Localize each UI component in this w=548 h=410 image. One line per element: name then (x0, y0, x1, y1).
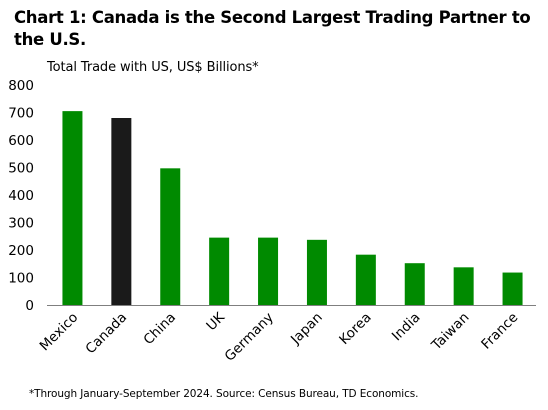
bar-korea (355, 254, 376, 305)
x-tick-label: UK (203, 309, 228, 334)
bar-chart: 0 100 200 300 400 500 600 700 800 Mexico Canada Ch… (8, 78, 536, 365)
y-tick-label: 0 (25, 298, 34, 314)
bar-china (160, 168, 181, 305)
x-tick-label: Taiwan (428, 310, 472, 354)
bar-germany (258, 237, 279, 305)
footnote: *Through January-September 2024. Source:… (29, 388, 419, 400)
x-tick-label: France (478, 310, 521, 353)
y-axis-tick-labels: 0 100 200 300 400 500 600 700 800 (8, 78, 34, 314)
bar-mexico (62, 111, 83, 305)
y-tick-label: 100 (8, 271, 34, 287)
chart-subtitle: Total Trade with US, US$ Billions* (47, 60, 259, 75)
x-tick-label: China (140, 310, 179, 349)
y-tick-label: 600 (8, 133, 34, 149)
bar-france (502, 272, 523, 305)
x-tick-label: Germany (222, 310, 277, 365)
x-tick-label: Canada (83, 310, 131, 358)
bar-taiwan (453, 267, 474, 305)
bars (62, 111, 523, 305)
bar-canada (111, 118, 132, 305)
x-tick-label: Mexico (37, 310, 82, 355)
x-tick-label: Korea (336, 310, 374, 348)
y-tick-label: 400 (8, 188, 34, 204)
bar-india (404, 263, 425, 305)
y-tick-label: 300 (8, 216, 34, 232)
y-tick-label: 800 (8, 78, 34, 94)
y-tick-label: 500 (8, 161, 34, 177)
y-tick-label: 700 (8, 106, 34, 122)
x-tick-label: India (389, 310, 424, 345)
x-tick-label: Japan (287, 310, 326, 349)
bar-uk (209, 237, 230, 305)
bar-japan (306, 239, 327, 305)
y-tick-label: 200 (8, 243, 34, 259)
chart-title: Chart 1: Canada is the Second Largest Tr… (14, 8, 531, 49)
